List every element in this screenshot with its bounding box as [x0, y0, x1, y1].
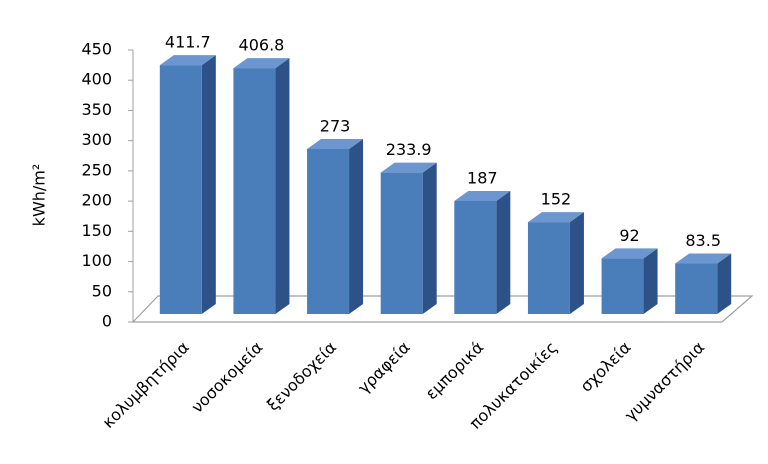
bar-side: [422, 162, 437, 314]
bar: [380, 172, 423, 314]
data-label: 411.7: [165, 33, 211, 52]
y-tick-label: 50: [92, 281, 112, 300]
bar-top: [527, 212, 584, 223]
bar-top: [380, 162, 437, 173]
x-tick-label: κολυμβητήρια: [99, 338, 193, 432]
data-label: 233.9: [386, 140, 432, 159]
x-tick-label: σχολεία: [576, 338, 634, 396]
data-label: 187: [467, 168, 498, 187]
bar-top: [601, 248, 658, 259]
data-label: 152: [541, 190, 572, 209]
bar-side: [717, 253, 732, 314]
x-tick-label: εμπορικά: [422, 338, 488, 404]
y-tick-label: 350: [81, 100, 112, 119]
y-tick-label: 300: [81, 130, 112, 149]
y-tick-label: 250: [81, 160, 112, 179]
data-label: 406.8: [239, 36, 285, 55]
data-label: 83.5: [685, 231, 721, 250]
bar: [675, 263, 718, 314]
y-tick-label: 200: [81, 191, 112, 210]
bar-top: [307, 138, 364, 149]
data-label: 273: [320, 116, 351, 135]
data-label: 92: [619, 226, 639, 245]
bar: [159, 65, 202, 314]
y-tick-label: 0: [102, 312, 112, 331]
bar-top: [159, 55, 216, 66]
bar: [233, 68, 276, 314]
x-tick-label: γραφεία: [354, 338, 414, 398]
x-tick-label: ξενοδοχεία: [263, 338, 340, 415]
bar-side: [275, 58, 290, 314]
bar-top: [454, 190, 511, 201]
y-axis-label: kWh/m²: [30, 164, 49, 227]
floor: [131, 295, 754, 323]
bar: [601, 258, 644, 314]
bar-top: [233, 58, 290, 69]
y-tick-label: 150: [81, 221, 112, 240]
bar-side: [349, 138, 364, 314]
x-tick-label: νοσοκομεία: [187, 338, 266, 417]
bar-top: [675, 253, 732, 264]
y-tick-label: 450: [81, 40, 112, 59]
bar-side: [569, 212, 584, 314]
y-tick-label: 400: [81, 70, 112, 89]
bar: [454, 200, 497, 314]
bar-side: [643, 248, 658, 314]
y-tick-label: 100: [81, 251, 112, 270]
bar-side: [496, 190, 511, 314]
bar: [307, 148, 350, 314]
bar-side: [201, 55, 216, 315]
bar: [527, 222, 570, 314]
